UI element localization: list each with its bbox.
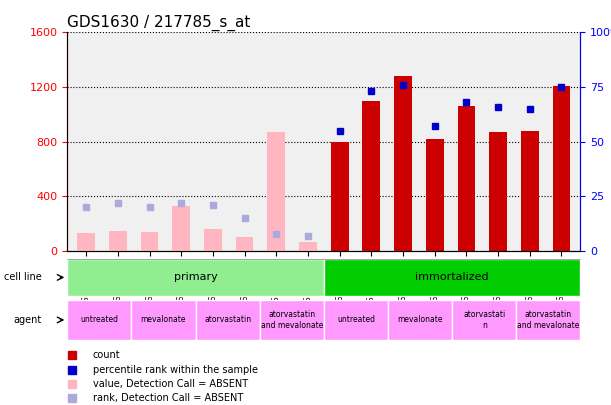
Text: immortalized: immortalized: [415, 273, 489, 282]
Bar: [426, 139, 444, 251]
Bar: [362, 101, 380, 251]
FancyBboxPatch shape: [324, 259, 580, 296]
Bar: [489, 132, 507, 251]
FancyBboxPatch shape: [67, 259, 324, 296]
Text: rank, Detection Call = ABSENT: rank, Detection Call = ABSENT: [93, 393, 243, 403]
Text: atorvastatin
and mevalonate: atorvastatin and mevalonate: [517, 310, 580, 330]
Bar: [458, 106, 475, 251]
Text: cell line: cell line: [4, 273, 42, 282]
Text: mevalonate: mevalonate: [141, 315, 186, 324]
Text: agent: agent: [13, 315, 42, 325]
Bar: [204, 228, 222, 251]
Bar: [268, 132, 285, 251]
Bar: [172, 206, 190, 251]
Bar: [331, 142, 348, 251]
Bar: [521, 131, 539, 251]
Text: atorvastati
n: atorvastati n: [463, 310, 505, 330]
Text: atorvastatin: atorvastatin: [204, 315, 251, 324]
Bar: [299, 242, 317, 251]
Bar: [109, 231, 126, 251]
Bar: [236, 237, 254, 251]
FancyBboxPatch shape: [324, 300, 388, 340]
FancyBboxPatch shape: [196, 300, 260, 340]
Text: percentile rank within the sample: percentile rank within the sample: [93, 364, 258, 375]
FancyBboxPatch shape: [67, 300, 131, 340]
FancyBboxPatch shape: [260, 300, 324, 340]
FancyBboxPatch shape: [388, 300, 452, 340]
FancyBboxPatch shape: [452, 300, 516, 340]
Text: GDS1630 / 217785_s_at: GDS1630 / 217785_s_at: [67, 15, 251, 31]
Bar: [552, 86, 570, 251]
Text: untreated: untreated: [337, 315, 375, 324]
Text: count: count: [93, 350, 120, 360]
Text: untreated: untreated: [80, 315, 119, 324]
Bar: [394, 76, 412, 251]
Text: primary: primary: [174, 273, 218, 282]
Bar: [78, 233, 95, 251]
Bar: [141, 232, 158, 251]
Text: mevalonate: mevalonate: [397, 315, 443, 324]
FancyBboxPatch shape: [516, 300, 580, 340]
FancyBboxPatch shape: [131, 300, 196, 340]
Text: value, Detection Call = ABSENT: value, Detection Call = ABSENT: [93, 379, 248, 389]
Text: atorvastatin
and mevalonate: atorvastatin and mevalonate: [260, 310, 323, 330]
